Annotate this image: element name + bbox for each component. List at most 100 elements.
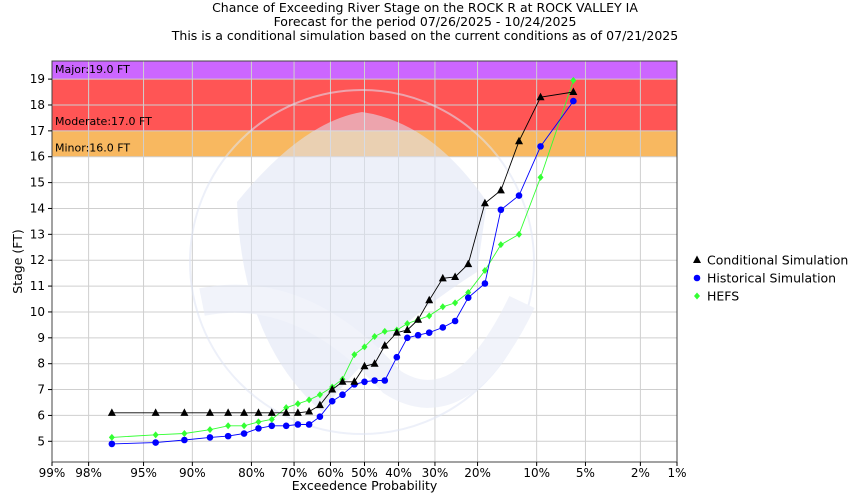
data-point bbox=[205, 408, 214, 416]
data-point bbox=[338, 377, 347, 385]
x-axis-title: Exceedence Probability bbox=[292, 478, 438, 493]
data-point bbox=[293, 408, 302, 416]
chart-subtitle-period: Forecast for the period 07/26/2025 - 10/… bbox=[273, 14, 577, 29]
data-point bbox=[515, 136, 524, 145]
data-point bbox=[180, 408, 189, 416]
data-point bbox=[404, 334, 411, 342]
legend-entry: HEFS bbox=[707, 289, 739, 304]
data-point bbox=[254, 408, 263, 416]
data-point bbox=[464, 294, 472, 302]
data-point bbox=[283, 404, 290, 412]
series-line bbox=[111, 91, 574, 414]
data-point bbox=[328, 385, 337, 393]
data-point bbox=[516, 230, 523, 238]
data-point bbox=[224, 432, 232, 440]
x-tick-label: 50% bbox=[351, 466, 378, 480]
x-tick-label: 2% bbox=[631, 466, 650, 480]
data-point bbox=[481, 280, 489, 287]
chart-title: Chance of Exceeding River Stage on the R… bbox=[212, 0, 638, 15]
y-tick-label: 8 bbox=[37, 357, 45, 371]
data-point bbox=[451, 272, 460, 281]
data-point bbox=[570, 76, 577, 84]
data-point bbox=[294, 421, 302, 428]
data-point bbox=[693, 255, 701, 263]
data-point bbox=[350, 377, 359, 385]
data-point bbox=[425, 329, 433, 336]
data-point bbox=[426, 312, 433, 320]
watermark-gull bbox=[237, 112, 487, 412]
data-point bbox=[464, 259, 473, 268]
data-point bbox=[361, 343, 368, 351]
data-point bbox=[404, 320, 411, 328]
data-point bbox=[381, 327, 388, 335]
data-point bbox=[414, 315, 423, 323]
data-point bbox=[465, 289, 472, 297]
data-point bbox=[361, 378, 368, 386]
data-point bbox=[480, 198, 489, 207]
data-point bbox=[537, 173, 544, 181]
y-tick-label: 6 bbox=[37, 408, 45, 422]
data-point bbox=[536, 92, 545, 101]
y-tick-label: 16 bbox=[30, 150, 45, 164]
data-point bbox=[268, 415, 275, 423]
data-point bbox=[392, 328, 401, 336]
data-point bbox=[282, 408, 291, 416]
data-point bbox=[108, 433, 115, 441]
y-tick-label: 11 bbox=[30, 279, 45, 293]
x-tick-label: 70% bbox=[281, 466, 308, 480]
legend-entry: Conditional Simulation bbox=[707, 253, 848, 268]
data-point bbox=[305, 407, 314, 415]
watermark-wave bbox=[199, 284, 535, 408]
y-tick-label: 19 bbox=[30, 72, 45, 86]
data-point bbox=[108, 440, 116, 448]
data-point bbox=[206, 434, 214, 441]
legend bbox=[693, 255, 701, 300]
data-point bbox=[255, 418, 262, 426]
watermark-ring bbox=[189, 89, 535, 435]
data-point bbox=[151, 408, 160, 416]
data-point bbox=[694, 292, 700, 300]
x-tick-label: 40% bbox=[385, 466, 412, 480]
data-point bbox=[351, 351, 358, 359]
data-point bbox=[360, 361, 369, 370]
data-point bbox=[371, 333, 378, 341]
x-tick-label: 30% bbox=[422, 466, 449, 480]
data-point bbox=[515, 192, 523, 199]
y-tick-label: 9 bbox=[37, 331, 45, 345]
data-point bbox=[282, 422, 290, 430]
y-tick-label: 17 bbox=[30, 124, 45, 138]
data-point bbox=[425, 295, 434, 304]
data-point bbox=[380, 341, 389, 349]
y-tick-label: 7 bbox=[37, 383, 45, 397]
series-historical-simulation bbox=[108, 97, 577, 448]
x-tick-label: 10% bbox=[523, 466, 550, 480]
data-point bbox=[206, 426, 213, 434]
data-point bbox=[403, 325, 412, 334]
flood-label-minor: Minor:16.0 FT bbox=[55, 142, 130, 155]
data-point bbox=[693, 274, 701, 282]
data-point bbox=[439, 324, 447, 331]
x-tick-label: 1% bbox=[667, 466, 686, 480]
data-point bbox=[393, 353, 401, 361]
y-tick-label: 13 bbox=[30, 227, 45, 241]
legend-entry: Historical Simulation bbox=[707, 271, 836, 286]
data-point bbox=[316, 391, 323, 399]
data-point bbox=[452, 299, 459, 307]
y-tick-label: 5 bbox=[37, 434, 45, 448]
data-point bbox=[107, 408, 116, 416]
y-axis-title: Stage (FT) bbox=[10, 229, 25, 293]
data-point bbox=[537, 143, 544, 150]
data-point bbox=[255, 425, 262, 432]
data-point bbox=[181, 436, 188, 444]
noaa-watermark-logo bbox=[189, 89, 535, 435]
data-point bbox=[438, 273, 447, 282]
data-point bbox=[181, 430, 188, 438]
data-point bbox=[414, 331, 422, 339]
data-point bbox=[306, 396, 313, 404]
x-tick-label: 60% bbox=[317, 466, 344, 480]
data-point bbox=[481, 267, 488, 275]
data-point bbox=[267, 408, 276, 416]
data-point bbox=[496, 185, 505, 194]
chart-subtitle-conditions: This is a conditional simulation based o… bbox=[171, 28, 679, 43]
y-tick-label: 10 bbox=[30, 305, 45, 319]
